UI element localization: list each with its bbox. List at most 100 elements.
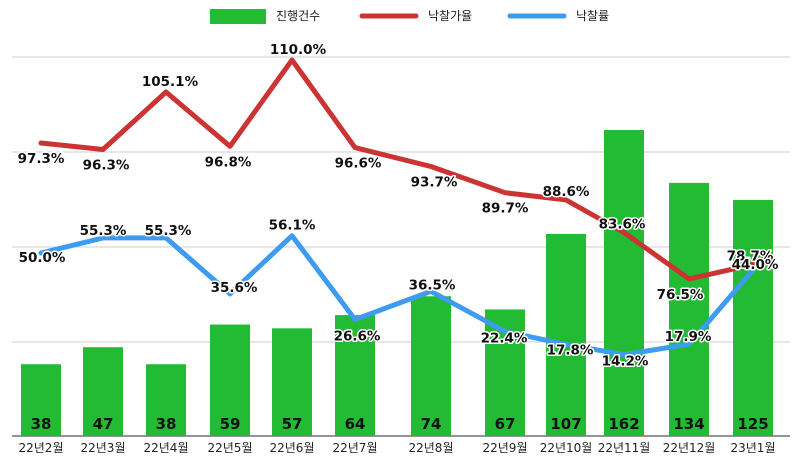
bid-success-rate-point bbox=[504, 330, 506, 332]
bid-success-rate-value-label: 26.6% bbox=[334, 328, 381, 344]
bid-price-rate-value-label: 96.6% bbox=[335, 156, 382, 172]
x-tick-label: 22년8월 bbox=[409, 441, 454, 455]
bid-success-rate-line bbox=[38, 233, 756, 358]
bid-success-rate-value-label: 55.3% bbox=[145, 223, 192, 239]
x-tick-label: 22년7월 bbox=[333, 441, 378, 455]
bid-success-rate-value-label: 50.0% bbox=[19, 250, 66, 266]
bar-value-label: 59 bbox=[220, 415, 241, 433]
bar-value-label: 125 bbox=[737, 415, 768, 433]
bid-price-rate-point bbox=[504, 192, 506, 194]
bar-value-label: 64 bbox=[345, 415, 366, 433]
bar bbox=[21, 364, 61, 436]
bar-value-label: 134 bbox=[673, 415, 704, 433]
bar-value-label: 47 bbox=[93, 415, 114, 433]
bid-success-rate-value-label: 35.6% bbox=[211, 280, 258, 296]
bar-value-label: 57 bbox=[282, 415, 303, 433]
bid-success-rate-point bbox=[752, 269, 754, 271]
bid-price-rate-point bbox=[229, 145, 231, 147]
bar bbox=[733, 199, 773, 436]
bid-success-rate-point bbox=[623, 354, 625, 356]
bid-success-rate-value-label: 22.4% bbox=[481, 330, 528, 346]
bid-price-rate-point bbox=[291, 59, 293, 61]
bar-value-label: 74 bbox=[421, 415, 442, 433]
bid-success-rate-labels: 50.0% 55.3% 55.3% 35.6% 56.1% 26.6% 36.5% 22.4%… bbox=[17, 216, 780, 371]
bar-value-label: 67 bbox=[495, 415, 516, 433]
bid-price-rate-series bbox=[38, 57, 756, 282]
bar-value-label: 38 bbox=[31, 415, 52, 433]
bid-price-rate-value-label: 83.6% bbox=[599, 217, 646, 233]
bid-price-rate-labels: 97.3% 96.3% 105.1% 96.8% 110.0% 96.6% 93.7% 89.… bbox=[16, 41, 775, 305]
bid-price-rate-line bbox=[38, 57, 756, 282]
bid-price-rate-value-label: 88.6% bbox=[543, 184, 590, 200]
x-tick-label: 22년2월 bbox=[19, 441, 64, 455]
x-tick-label: 22년4월 bbox=[144, 441, 189, 455]
bid-price-rate-value-label: 89.7% bbox=[482, 201, 529, 217]
bar bbox=[210, 324, 250, 436]
legend-label: 진행건수 bbox=[276, 8, 320, 23]
bid-success-rate-series bbox=[38, 233, 756, 358]
bid-success-rate-point bbox=[688, 343, 690, 345]
bid-success-rate-value-label: 44.0% bbox=[732, 257, 779, 273]
x-tick-label: 22년3월 bbox=[81, 441, 126, 455]
x-tick-label: 22년12월 bbox=[663, 441, 716, 455]
legend-label: 낙찰률 bbox=[576, 9, 609, 23]
bid-price-rate-value-label: 96.8% bbox=[205, 154, 252, 170]
bid-success-rate-point bbox=[430, 290, 432, 292]
bid-price-rate-point bbox=[688, 278, 690, 280]
bid-success-rate-point bbox=[229, 293, 231, 295]
bid-success-rate-value-label: 14.2% bbox=[602, 354, 649, 370]
legend: 진행건수 낙찰가율 낙찰률 bbox=[210, 8, 609, 24]
x-tick-label: 23년1월 bbox=[731, 441, 776, 455]
bid-price-rate-point bbox=[752, 264, 754, 266]
bar bbox=[146, 364, 186, 436]
x-axis-ticks: 22년2월 22년3월 22년4월 22년5월 22년6월 22년7월 22년8월 22년9월… bbox=[19, 441, 776, 455]
bid-success-rate-value-label: 55.3% bbox=[80, 223, 127, 239]
bid-price-rate-value-label: 93.7% bbox=[411, 175, 458, 191]
x-tick-label: 22년9월 bbox=[483, 441, 528, 455]
bar bbox=[669, 182, 709, 436]
bar bbox=[546, 233, 586, 436]
bid-price-rate-value-label: 78.7% bbox=[727, 249, 774, 265]
legend-item: 낙찰률 bbox=[507, 9, 609, 23]
bid-success-rate-value-label: 56.1% bbox=[269, 218, 316, 234]
bid-price-rate-value-label: 97.3% bbox=[18, 151, 65, 167]
bar-value-label: 162 bbox=[608, 415, 639, 433]
bar-series bbox=[21, 130, 773, 436]
bid-price-rate-value-label: 110.0% bbox=[270, 42, 327, 58]
gridlines bbox=[12, 56, 790, 437]
legend-label: 낙찰가율 bbox=[428, 9, 472, 23]
bid-price-rate-point bbox=[430, 166, 432, 168]
bid-success-rate-value-label: 17.8% bbox=[547, 342, 594, 358]
bid-success-rate-point bbox=[565, 343, 567, 345]
bar bbox=[83, 347, 123, 436]
bid-success-rate-point bbox=[291, 235, 293, 237]
bid-price-rate-point bbox=[165, 91, 167, 93]
x-tick-label: 22년5월 bbox=[208, 441, 253, 455]
bid-price-rate-point bbox=[102, 149, 104, 151]
legend-item: 낙찰가율 bbox=[359, 9, 472, 23]
bar bbox=[335, 315, 375, 436]
bid-success-rate-point bbox=[354, 318, 356, 320]
bid-price-rate-value-label: 76.5% bbox=[657, 287, 704, 303]
bar-value-label: 107 bbox=[550, 415, 581, 433]
bid-price-rate-point bbox=[354, 147, 356, 149]
bar-value-label: 38 bbox=[156, 415, 177, 433]
bid-price-rate-value-label: 105.1% bbox=[142, 74, 199, 90]
legend-swatch bbox=[210, 9, 266, 24]
bid-success-rate-point bbox=[102, 237, 104, 239]
x-tick-label: 22년10월 bbox=[540, 441, 593, 455]
bid-success-rate-value-label: 36.5% bbox=[409, 277, 456, 293]
bid-success-rate-point bbox=[165, 237, 167, 239]
legend-item: 진행건수 bbox=[210, 8, 320, 24]
x-tick-label: 22년11월 bbox=[598, 441, 651, 455]
bid-price-rate-value-label: 96.3% bbox=[83, 158, 130, 174]
bid-price-rate-point bbox=[40, 142, 42, 144]
bid-success-rate-point bbox=[40, 252, 42, 254]
bar bbox=[411, 296, 451, 436]
bid-price-rate-point bbox=[623, 232, 625, 234]
x-tick-label: 22년6월 bbox=[270, 441, 315, 455]
bid-price-rate-point bbox=[565, 199, 567, 201]
bid-success-rate-value-label: 17.9% bbox=[665, 329, 712, 345]
bar bbox=[272, 328, 312, 436]
